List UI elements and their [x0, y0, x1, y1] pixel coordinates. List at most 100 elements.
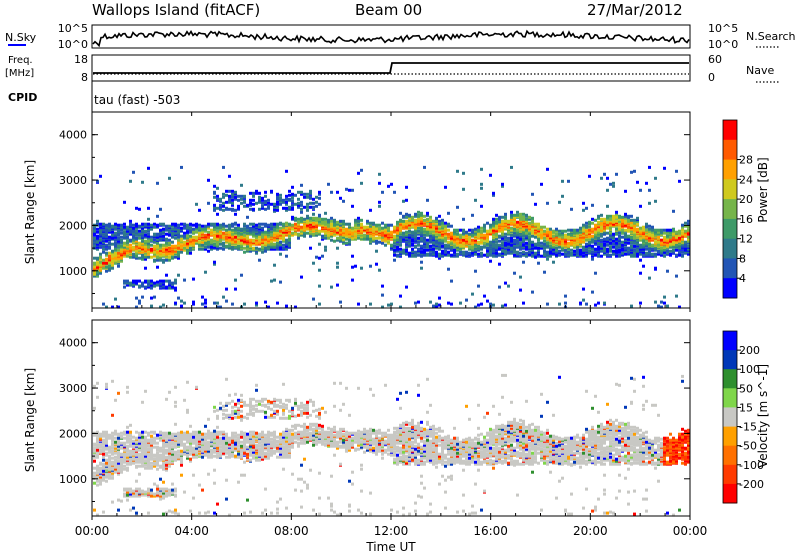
data-cell: [318, 303, 321, 306]
data-cell: [177, 239, 180, 242]
data-cell: [204, 246, 207, 249]
data-cell: [105, 270, 108, 273]
data-cell: [405, 231, 408, 234]
data-cell: [231, 208, 234, 211]
nave-tick-top: 60: [708, 53, 722, 66]
data-cell: [519, 255, 522, 258]
data-cell: [255, 224, 258, 227]
data-cell: [273, 223, 276, 226]
data-cell: [420, 237, 423, 240]
data-cell: [600, 177, 603, 180]
data-cell: [216, 207, 219, 210]
data-cell: [549, 245, 552, 248]
data-cell: [105, 266, 108, 269]
data-cell: [390, 231, 393, 234]
data-cell: [264, 301, 267, 304]
data-cell: [129, 431, 132, 434]
data-cell: [462, 239, 465, 242]
data-cell: [480, 187, 483, 190]
data-cell: [222, 248, 225, 251]
data-cell: [639, 244, 642, 247]
data-cell: [450, 232, 453, 235]
data-cell: [216, 302, 219, 305]
data-cell: [585, 222, 588, 225]
data-cell: [255, 302, 258, 305]
data-cell: [429, 235, 432, 238]
data-cell: [405, 199, 408, 202]
data-cell: [240, 274, 243, 277]
data-cell: [117, 237, 120, 240]
data-cell: [345, 188, 348, 191]
data-cell: [237, 232, 240, 235]
data-cell: [129, 239, 132, 242]
data-cell: [639, 189, 642, 192]
data-cell: [228, 190, 231, 193]
data-cell: [231, 303, 234, 306]
data-cell: [381, 222, 384, 225]
data-cell: [144, 286, 147, 289]
data-cell: [153, 296, 156, 299]
data-cell: [477, 226, 480, 229]
data-cell: [348, 223, 351, 226]
data-cell: [471, 293, 474, 296]
data-cell: [522, 302, 525, 305]
data-cell: [498, 253, 501, 256]
data-cell: [573, 250, 576, 253]
data-cell: [102, 511, 105, 514]
data-cell: [567, 180, 570, 183]
data-cell: [213, 196, 216, 199]
data-cell: [447, 229, 450, 232]
data-cell: [366, 226, 369, 229]
data-cell: [93, 467, 96, 470]
data-cell: [600, 239, 603, 242]
data-cell: [591, 258, 594, 261]
data-cell: [150, 256, 153, 259]
data-cell: [627, 235, 630, 238]
data-cell: [117, 452, 120, 455]
data-cell: [378, 241, 381, 244]
data-cell: [231, 246, 234, 249]
data-cell: [570, 252, 573, 255]
data-cell: [396, 246, 399, 249]
data-cell: [387, 185, 390, 188]
data-cell: [300, 191, 303, 194]
data-cell: [105, 431, 108, 434]
freq-unit: [MHz]: [5, 68, 34, 79]
data-cell: [306, 232, 309, 235]
data-cell: [489, 224, 492, 227]
data-cell: [549, 228, 552, 231]
data-cell: [297, 191, 300, 194]
data-cell: [525, 229, 528, 232]
data-cell: [615, 238, 618, 241]
data-cell: [198, 224, 201, 227]
data-cell: [291, 204, 294, 207]
data-cell: [291, 193, 294, 196]
data-cell: [213, 261, 216, 264]
data-cell: [114, 441, 117, 444]
data-cell: [591, 245, 594, 248]
data-cell: [612, 215, 615, 218]
data-cell: [378, 237, 381, 240]
data-cell: [315, 256, 318, 259]
data-cell: [270, 223, 273, 226]
data-cell: [141, 431, 144, 434]
data-cell: [177, 229, 180, 232]
data-cell: [585, 243, 588, 246]
data-cell: [180, 235, 183, 238]
data-cell: [207, 202, 210, 205]
data-cell: [114, 242, 117, 245]
data-cell: [321, 235, 324, 238]
data-cell: [219, 198, 222, 201]
data-cell: [636, 228, 639, 231]
data-cell: [540, 242, 543, 245]
data-cell: [318, 218, 321, 221]
data-cell: [234, 191, 237, 194]
data-cell: [516, 214, 519, 217]
data-cell: [108, 246, 111, 249]
data-cell: [123, 280, 126, 283]
data-cell: [642, 226, 645, 229]
data-cell: [576, 249, 579, 252]
data-cell: [657, 236, 660, 239]
data-cell: [264, 223, 267, 226]
data-cell: [96, 257, 99, 260]
